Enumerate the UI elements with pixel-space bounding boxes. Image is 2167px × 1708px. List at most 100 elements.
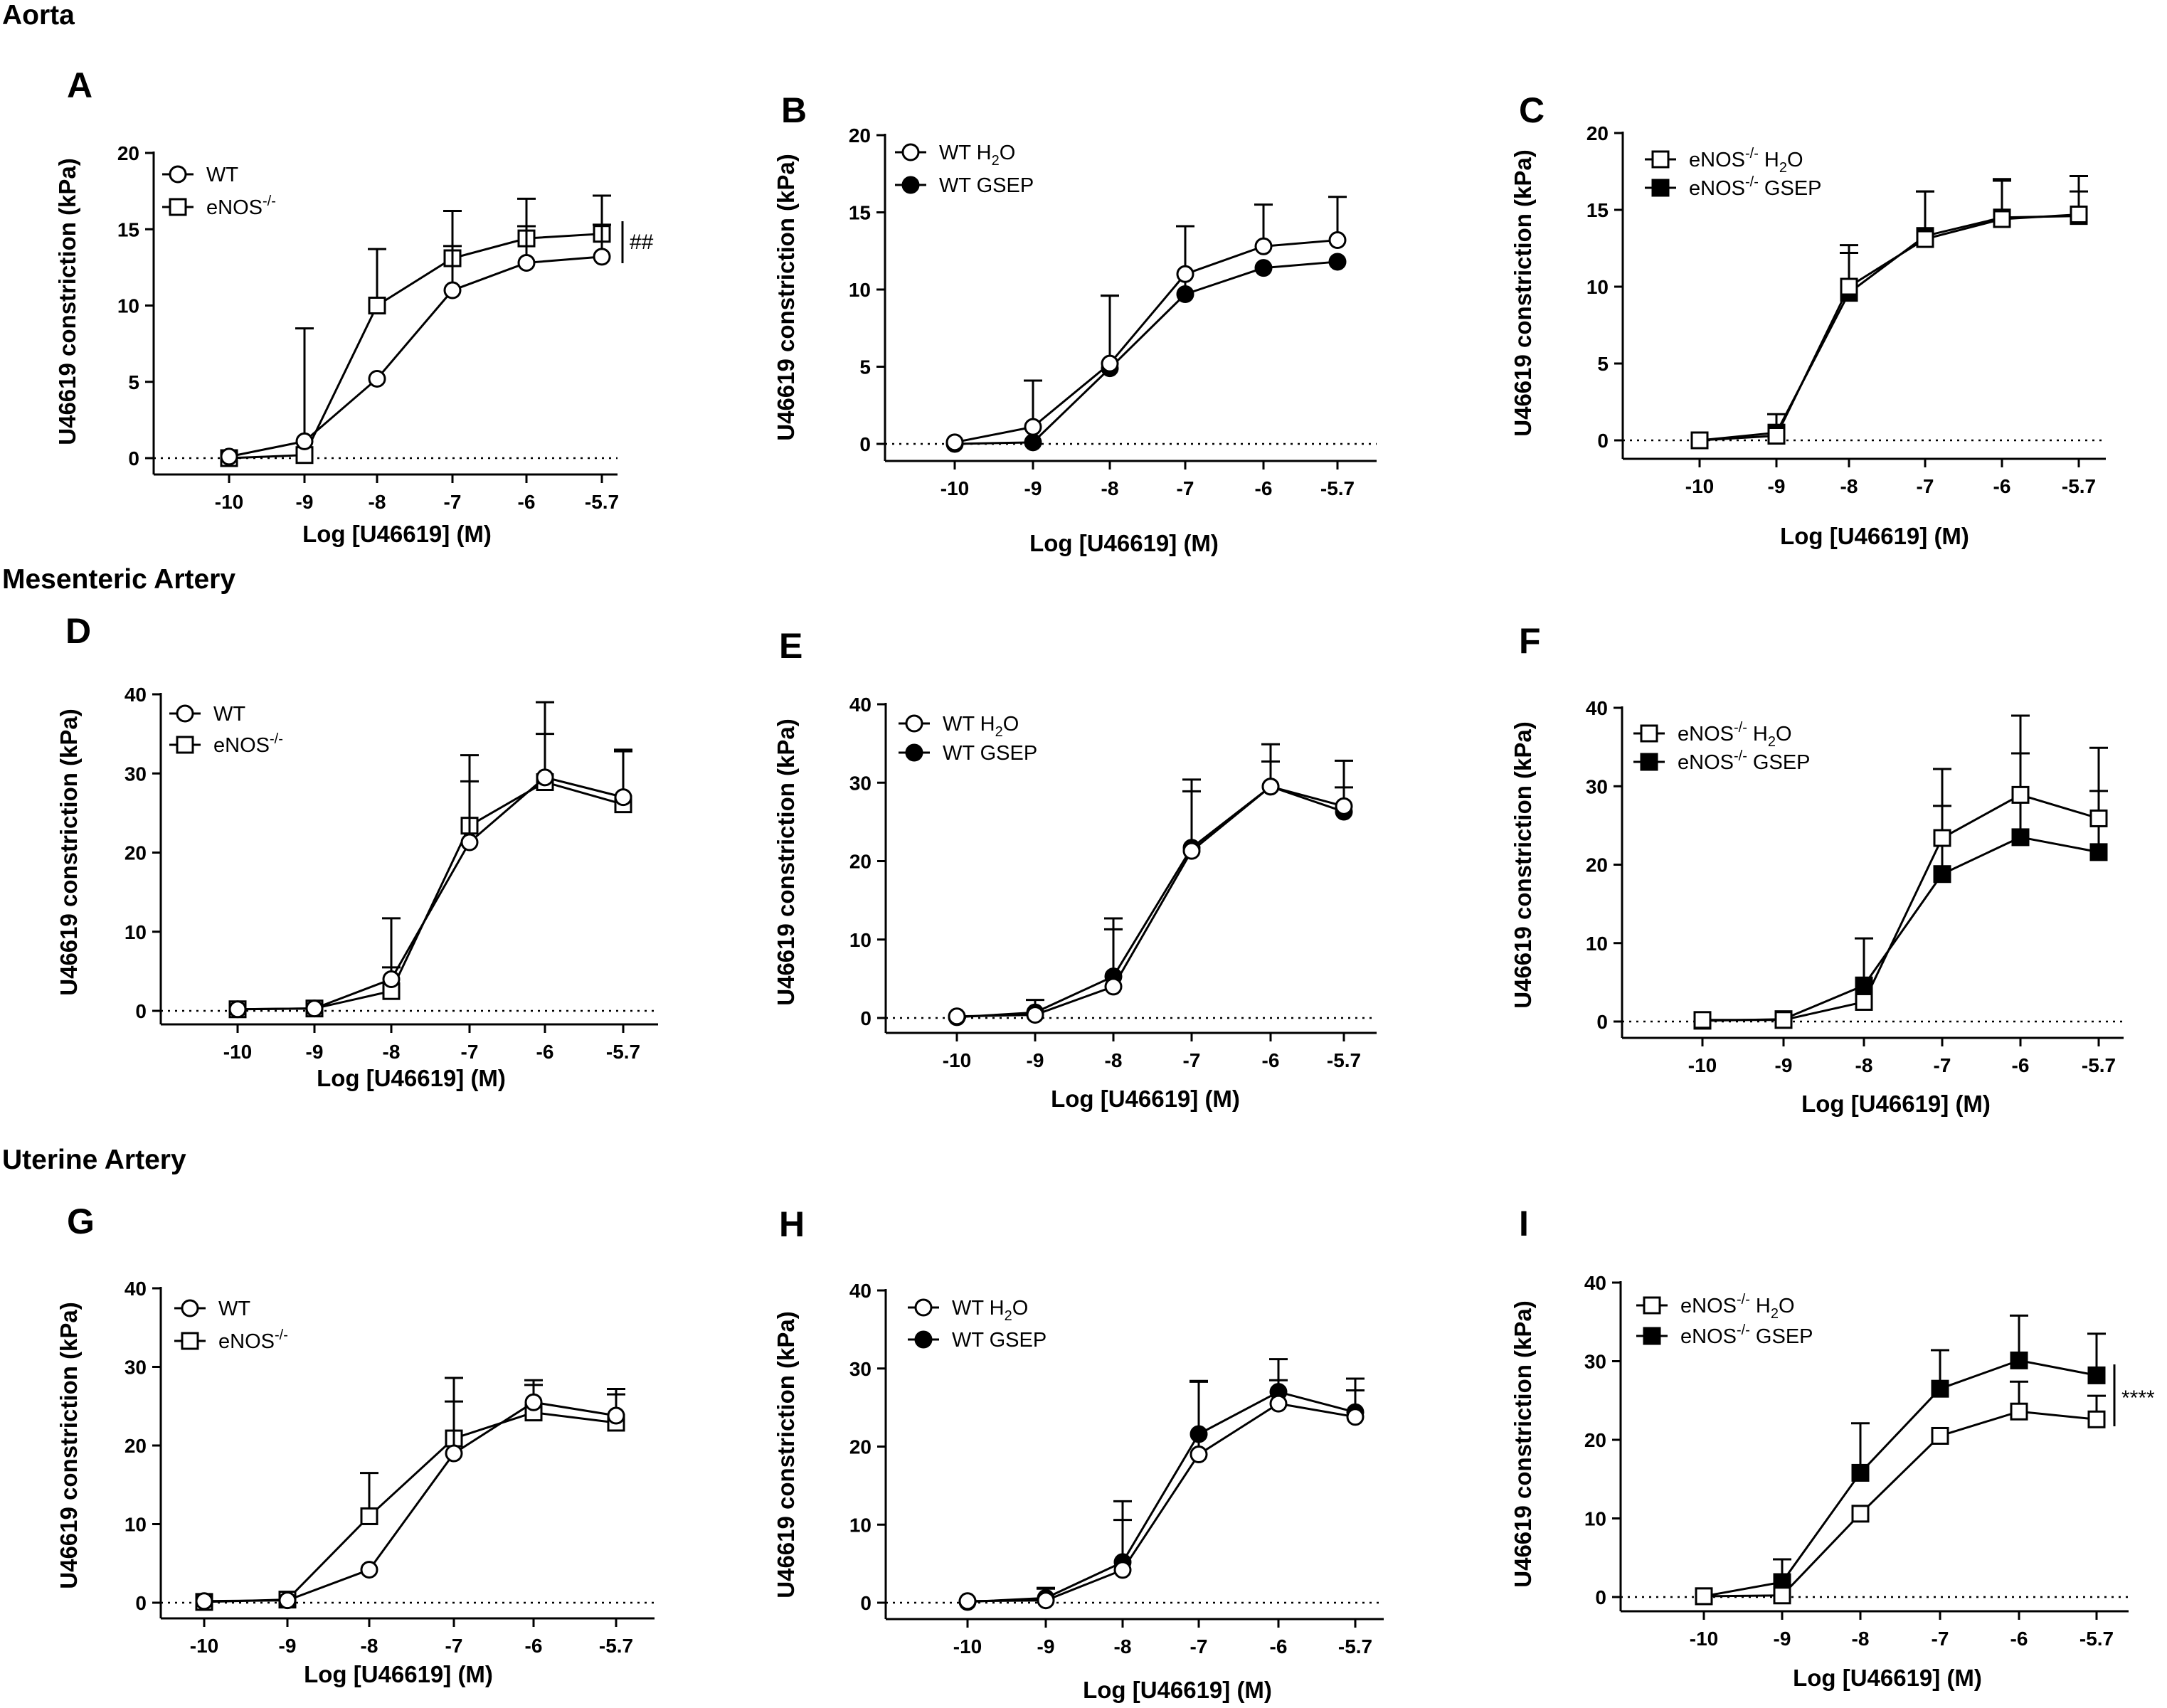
data-point: [536, 768, 554, 787]
x-tick-label: -10: [941, 477, 969, 499]
legend-marker: [176, 704, 194, 723]
data-point: [593, 248, 611, 266]
y-tick-label: 20: [124, 1435, 147, 1457]
data-point: [958, 1592, 977, 1611]
panel-d: D 0 10 20 30 40 -10 -9 -8 -7 -6 -5.7 Log [U46619] (M…: [55, 611, 658, 1091]
series-line: [203, 1401, 617, 1603]
legend-marker: [1651, 150, 1670, 169]
x-tick-label: -7: [1183, 1049, 1201, 1071]
data-point: [2087, 1410, 2106, 1428]
y-tick-label: 5: [1597, 353, 1609, 375]
x-tick-label: -9: [296, 491, 314, 513]
x-tick-label: -6: [1262, 1049, 1280, 1071]
panel-letter: G: [67, 1202, 95, 1241]
legend-label: WT: [218, 1298, 250, 1320]
data-point: [1026, 1006, 1044, 1024]
data-point: [1690, 431, 1709, 450]
y-axis-label: U46619 constriction (kPa): [773, 1311, 799, 1598]
data-point: [1695, 1587, 1713, 1606]
data-point: [2010, 1351, 2028, 1369]
x-tick-label: -8: [1855, 1054, 1873, 1076]
panel-i: I 0 10 20 30 40 -10 -9 -8 -7 -6 -5.7 Log [U46619] (M…: [1510, 1204, 2155, 1691]
y-tick-label: 20: [117, 142, 139, 164]
y-tick-label: 40: [124, 684, 147, 706]
data-point: [295, 432, 314, 450]
legend-label: WT H2O: [939, 142, 1015, 169]
x-tick-label: -8: [383, 1041, 401, 1063]
x-tick-label: -9: [1775, 1054, 1793, 1076]
data-point: [368, 369, 386, 388]
data-point: [1113, 1561, 1132, 1579]
series-line: [954, 239, 1338, 444]
x-tick-label: -6: [536, 1041, 554, 1063]
y-tick-label: 20: [124, 842, 147, 864]
y-tick-label: 0: [1595, 1586, 1606, 1608]
x-tick-label: -7: [444, 491, 462, 513]
data-point: [2011, 828, 2030, 847]
x-tick-label: -9: [1037, 1635, 1055, 1657]
legend-marker: [181, 1299, 199, 1317]
x-tick-label: -8: [1101, 477, 1119, 499]
data-point: [1335, 797, 1353, 815]
x-tick-label: -5.7: [2062, 475, 2096, 497]
legend-marker: [1640, 753, 1658, 771]
series-1: [948, 743, 1353, 1026]
data-point: [1931, 1379, 1949, 1398]
legend-marker: [1651, 179, 1670, 197]
x-tick-label: -6: [518, 491, 536, 513]
y-tick-label: 30: [124, 763, 147, 785]
x-tick-label: -9: [1774, 1628, 1791, 1650]
data-point: [1931, 1426, 1949, 1445]
data-point: [220, 447, 238, 466]
y-tick-label: 20: [849, 124, 871, 147]
legend-item-2: WT GSEP: [908, 1329, 1047, 1352]
y-tick-label: 0: [860, 1592, 871, 1614]
x-tick-label: -7: [1934, 1054, 1951, 1076]
x-tick-label: -6: [2010, 1628, 2028, 1650]
series-1: [958, 1379, 1365, 1611]
y-tick-label: 15: [117, 218, 139, 240]
data-point: [228, 1000, 247, 1019]
x-axis-label: Log [U46619] (M): [1793, 1665, 1982, 1691]
y-tick-label: 20: [1586, 854, 1608, 876]
data-point: [1024, 418, 1042, 436]
x-tick-label: -7: [1917, 475, 1934, 497]
panel-letter: C: [1519, 90, 1545, 130]
data-point: [607, 1406, 625, 1425]
panel-f: F 0 10 20 30 40 -10 -9 -8 -7 -6 -5.7 Log [U46619] (M…: [1510, 621, 2124, 1117]
y-tick-label: 40: [849, 694, 871, 716]
data-point: [445, 1444, 463, 1463]
data-point: [517, 253, 536, 272]
panel-a: A 0 5 10 15 20 -10 -9 -8 -7 -6 -5.7 Log [U46619] (M)…: [54, 65, 654, 547]
legend-label: WT GSEP: [943, 742, 1037, 765]
section-title-uterine: Uterine Artery: [2, 1145, 186, 1175]
x-axis-label: Log [U46619] (M): [302, 521, 492, 547]
legend-marker: [905, 714, 923, 733]
y-tick-label: 0: [135, 1000, 147, 1022]
x-tick-label: -10: [215, 491, 243, 513]
data-point: [360, 1561, 378, 1579]
panel-c: C 0 5 10 15 20 -10 -9 -8 -7 -6 -5.7 Log [U46619] (M)…: [1510, 90, 2106, 549]
legend-label: eNOS-/- GSEP: [1689, 174, 1822, 200]
series-line: [1699, 213, 2079, 442]
y-tick-label: 10: [117, 295, 139, 317]
series-line: [967, 1402, 1356, 1603]
y-tick-label: 30: [1584, 1351, 1606, 1373]
x-tick-label: -6: [525, 1635, 543, 1657]
x-tick-label: -7: [445, 1635, 463, 1657]
series-line: [954, 260, 1338, 445]
x-tick-label: -5.7: [2079, 1628, 2114, 1650]
data-point: [2087, 1366, 2106, 1384]
section-title-mesenteric: Mesenteric Artery: [2, 564, 235, 595]
series-1: [220, 223, 611, 466]
panel-letter: B: [781, 90, 807, 130]
legend-label: WT: [213, 703, 245, 726]
x-tick-label: -5.7: [599, 1635, 633, 1657]
x-tick-label: -8: [1114, 1635, 1132, 1657]
x-tick-label: -5.7: [585, 491, 619, 513]
data-point: [1993, 210, 2011, 228]
data-point: [1328, 253, 1347, 271]
legend-item-1: WT H2O: [908, 1297, 1028, 1324]
data-point: [1176, 285, 1194, 304]
x-tick-label: -7: [1932, 1628, 1949, 1650]
